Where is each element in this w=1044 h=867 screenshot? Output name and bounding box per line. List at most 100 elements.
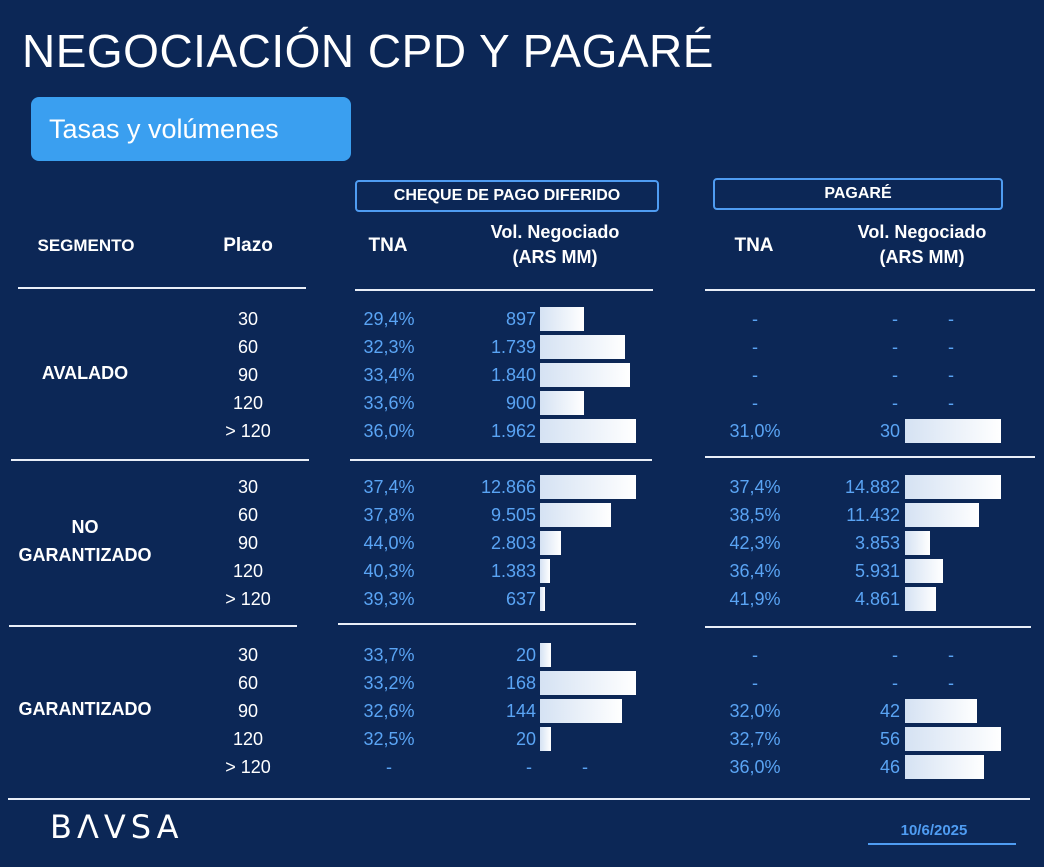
cpd-volume-bar bbox=[540, 727, 551, 751]
cpd-tna-cell: 29,4% bbox=[363, 309, 415, 329]
plazo-cell: 30 bbox=[237, 309, 259, 329]
cpd-volume-bar-empty: - bbox=[582, 757, 588, 777]
pagare-tna-cell: 37,4% bbox=[729, 477, 781, 497]
segment-label: GARANTIZADO bbox=[10, 695, 160, 723]
section-divider bbox=[11, 459, 309, 461]
cpd-tna-cell: 40,3% bbox=[363, 561, 415, 581]
header-vol-cpd-line2: (ARS MM) bbox=[512, 247, 598, 267]
cpd-volume-cell: 20 bbox=[515, 729, 536, 749]
plazo-cell: 120 bbox=[232, 561, 264, 581]
cpd-tna-cell: 33,7% bbox=[363, 645, 415, 665]
pagare-tna-cell: - bbox=[752, 309, 758, 329]
pagare-tna-cell: 38,5% bbox=[729, 505, 781, 525]
report-date: 10/6/2025 bbox=[900, 822, 968, 839]
subtitle-badge: Tasas y volúmenes bbox=[31, 97, 351, 161]
pagare-volume-bar-empty: - bbox=[948, 393, 954, 413]
cpd-tna-cell: 37,8% bbox=[363, 505, 415, 525]
cpd-tna-cell: 33,6% bbox=[363, 393, 415, 413]
date-underline bbox=[868, 843, 1016, 845]
header-tna-cpd: TNA bbox=[368, 235, 408, 256]
section-divider bbox=[350, 459, 652, 461]
header-vol-pagare-line1: Vol. Negociado bbox=[857, 222, 987, 242]
plazo-cell: 60 bbox=[237, 673, 259, 693]
cpd-volume-cell: 2.803 bbox=[490, 533, 536, 553]
pagare-tna-cell: - bbox=[752, 673, 758, 693]
header-vol-pagare: Vol. Negociado (ARS MM) bbox=[822, 220, 1022, 270]
cpd-volume-cell: 1.962 bbox=[490, 421, 536, 441]
group-header-cpd-label: CHEQUE DE PAGO DIFERIDO bbox=[393, 187, 621, 204]
cpd-volume-bar bbox=[540, 307, 584, 331]
cpd-volume-cell: - bbox=[526, 757, 532, 777]
segment-label: AVALADO bbox=[10, 359, 160, 387]
cpd-volume-bar bbox=[540, 335, 625, 359]
cpd-volume-cell: 20 bbox=[515, 645, 536, 665]
cpd-volume-cell: 897 bbox=[505, 309, 536, 329]
section-divider bbox=[705, 456, 1035, 458]
pagare-volume-bar bbox=[905, 699, 977, 723]
group-header-pagare-label: PAGARÉ bbox=[824, 185, 892, 202]
cpd-tna-cell: 44,0% bbox=[363, 533, 415, 553]
section-divider bbox=[338, 623, 636, 625]
cpd-volume-bar bbox=[540, 419, 636, 443]
cpd-tna-cell: 33,4% bbox=[363, 365, 415, 385]
segment-label-line: NO bbox=[71, 517, 99, 537]
pagare-volume-bar bbox=[905, 587, 936, 611]
pagare-volume-bar bbox=[905, 531, 930, 555]
cpd-volume-cell: 1.840 bbox=[490, 365, 536, 385]
plazo-cell: 30 bbox=[237, 645, 259, 665]
pagare-volume-cell: - bbox=[892, 673, 898, 693]
segment-label-line: GARANTIZADO bbox=[18, 699, 152, 719]
pagare-volume-bar-empty: - bbox=[948, 309, 954, 329]
pagare-volume-bar bbox=[905, 727, 1001, 751]
cpd-volume-cell: 168 bbox=[505, 673, 536, 693]
plazo-cell: > 120 bbox=[225, 757, 271, 777]
pagare-volume-bar bbox=[905, 503, 979, 527]
cpd-volume-cell: 12.866 bbox=[480, 477, 536, 497]
pagare-volume-bar-empty: - bbox=[948, 673, 954, 693]
cpd-tna-cell: 32,5% bbox=[363, 729, 415, 749]
header-vol-cpd: Vol. Negociado (ARS MM) bbox=[455, 220, 655, 270]
cpd-volume-bar bbox=[540, 643, 551, 667]
cpd-volume-bar bbox=[540, 503, 611, 527]
section-divider bbox=[9, 625, 297, 627]
pagare-volume-cell: 4.861 bbox=[854, 589, 900, 609]
pagare-tna-cell: 31,0% bbox=[729, 421, 781, 441]
plazo-cell: 90 bbox=[237, 533, 259, 553]
cpd-volume-cell: 144 bbox=[505, 701, 536, 721]
cpd-tna-cell: 32,6% bbox=[363, 701, 415, 721]
pagare-volume-cell: 30 bbox=[879, 421, 900, 441]
segment-label-line: AVALADO bbox=[41, 363, 129, 383]
pagare-tna-cell: 42,3% bbox=[729, 533, 781, 553]
cpd-volume-bar bbox=[540, 587, 545, 611]
pagare-volume-cell: 46 bbox=[879, 757, 900, 777]
pagare-volume-bar-empty: - bbox=[948, 645, 954, 665]
segment-label-line: GARANTIZADO bbox=[18, 545, 152, 565]
plazo-cell: 120 bbox=[232, 729, 264, 749]
section-divider bbox=[705, 626, 1031, 628]
pagare-tna-cell: 36,4% bbox=[729, 561, 781, 581]
cpd-tna-cell: 37,4% bbox=[363, 477, 415, 497]
section-divider bbox=[18, 287, 306, 289]
cpd-volume-bar bbox=[540, 559, 550, 583]
header-segmento: SEGMENTO bbox=[37, 236, 135, 255]
group-header-cpd: CHEQUE DE PAGO DIFERIDO bbox=[355, 180, 659, 212]
pagare-tna-cell: - bbox=[752, 393, 758, 413]
cpd-volume-cell: 1.383 bbox=[490, 561, 536, 581]
cpd-volume-cell: 900 bbox=[505, 393, 536, 413]
pagare-volume-cell: 11.432 bbox=[846, 505, 900, 525]
bavsa-logo: BΛVSA bbox=[50, 808, 184, 846]
plazo-cell: 60 bbox=[237, 505, 259, 525]
cpd-volume-bar bbox=[540, 475, 636, 499]
pagare-volume-bar bbox=[905, 419, 1001, 443]
cpd-volume-bar bbox=[540, 391, 584, 415]
pagare-volume-cell: 3.853 bbox=[854, 533, 900, 553]
plazo-cell: 90 bbox=[237, 701, 259, 721]
plazo-cell: > 120 bbox=[225, 589, 271, 609]
pagare-volume-bar bbox=[905, 475, 1001, 499]
pagare-volume-cell: - bbox=[892, 393, 898, 413]
cpd-volume-cell: 9.505 bbox=[490, 505, 536, 525]
pagare-volume-cell: - bbox=[892, 365, 898, 385]
cpd-tna-cell: 39,3% bbox=[363, 589, 415, 609]
pagare-tna-cell: - bbox=[752, 365, 758, 385]
cpd-tna-cell: 32,3% bbox=[363, 337, 415, 357]
